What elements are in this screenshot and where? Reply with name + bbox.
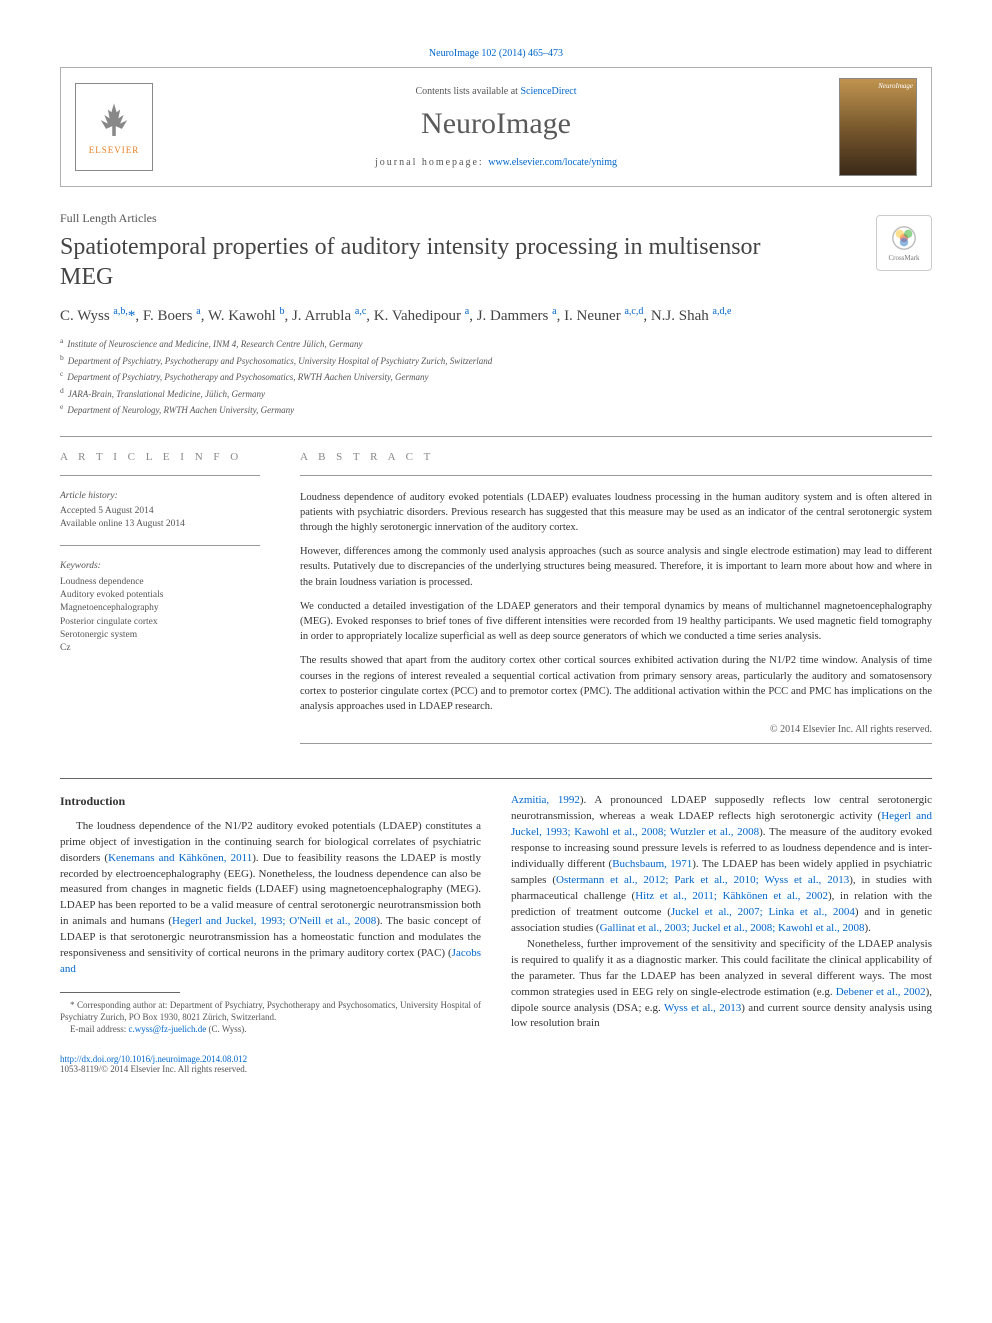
corr-star-icon[interactable]: * <box>128 308 136 324</box>
email-link[interactable]: c.wyss@fz-juelich.de <box>128 1024 206 1034</box>
abstract-p4: The results showed that apart from the a… <box>300 653 932 714</box>
aff-sup: a,d,e <box>713 306 732 317</box>
elsevier-text: ELSEVIER <box>89 145 140 155</box>
citation-link[interactable]: Hegerl and Juckel, 1993; O'Neill et al.,… <box>172 915 376 927</box>
corresponding-footnote: * Corresponding author at: Department of… <box>60 999 481 1023</box>
keyword: Magnetoencephalography <box>60 602 260 615</box>
email-who: (C. Wyss). <box>206 1024 246 1034</box>
keyword: Posterior cingulate cortex <box>60 616 260 629</box>
header-center: Contents lists available at ScienceDirec… <box>167 86 825 168</box>
journal-name: NeuroImage <box>167 107 825 141</box>
affiliation-b: Department of Psychiatry, Psychotherapy … <box>68 356 492 366</box>
history-label: Article history: <box>60 490 260 503</box>
keyword: Loudness dependence <box>60 576 260 589</box>
article-title: Spatiotemporal properties of auditory in… <box>60 232 800 292</box>
citation-link[interactable]: Kenemans and Kähkönen, 2011 <box>108 852 252 864</box>
affiliations: aInstitute of Neuroscience and Medicine,… <box>60 335 932 418</box>
contents-prefix: Contents lists available at <box>415 86 520 97</box>
aff-sup: a <box>465 306 469 317</box>
elsevier-logo[interactable]: ELSEVIER <box>75 83 153 171</box>
citation-link[interactable]: Ostermann et al., 2012; Park et al., 201… <box>556 874 849 886</box>
citation-link[interactable]: Gallinat et al., 2003; Juckel et al., 20… <box>600 922 865 934</box>
aff-sup: a <box>552 306 556 317</box>
homepage-url[interactable]: www.elsevier.com/locate/ynimg <box>488 157 617 168</box>
article-type: Full Length Articles <box>60 211 932 226</box>
journal-cover[interactable]: NeuroImage <box>839 78 917 176</box>
email-footnote: E-mail address: c.wyss@fz-juelich.de (C.… <box>60 1023 481 1035</box>
divider <box>60 475 260 476</box>
abstract-p2: However, differences among the commonly … <box>300 544 932 590</box>
crossmark-text: CrossMark <box>888 254 919 262</box>
article-info: A R T I C L E I N F O Article history: A… <box>60 451 260 759</box>
abstract: A B S T R A C T Loudness dependence of a… <box>300 451 932 759</box>
body-paragraph: The loudness dependence of the N1/P2 aud… <box>60 819 481 978</box>
affiliation-d: JARA-Brain, Translational Medicine, Jüli… <box>68 389 265 399</box>
citation-link[interactable]: Debener et al., 2002 <box>836 986 926 998</box>
keywords-label: Keywords: <box>60 560 260 573</box>
divider <box>300 743 932 744</box>
section-heading: Introduction <box>60 793 481 810</box>
author-list: C. Wyss a,b,*, F. Boers a, W. Kawohl b, … <box>60 306 932 325</box>
abstract-heading: A B S T R A C T <box>300 451 932 463</box>
aff-sup: a,b, <box>113 306 127 317</box>
elsevier-tree-icon <box>92 99 136 143</box>
info-heading: A R T I C L E I N F O <box>60 451 260 463</box>
aff-sup: b <box>279 306 284 317</box>
keyword: Auditory evoked potentials <box>60 589 260 602</box>
footnote-divider <box>60 992 180 993</box>
journal-header: ELSEVIER Contents lists available at Sci… <box>60 67 932 187</box>
affiliation-e: Department of Neurology, RWTH Aachen Uni… <box>67 405 294 415</box>
sciencedirect-link[interactable]: ScienceDirect <box>520 86 576 97</box>
header-citation[interactable]: NeuroImage 102 (2014) 465–473 <box>60 48 932 59</box>
body-paragraph: Nonetheless, further improvement of the … <box>511 937 932 1033</box>
homepage-label: journal homepage: <box>375 157 488 168</box>
affiliation-a: Institute of Neuroscience and Medicine, … <box>67 339 362 349</box>
divider <box>60 545 260 546</box>
affiliation-c: Department of Psychiatry, Psychotherapy … <box>67 372 428 382</box>
divider <box>60 436 932 437</box>
divider <box>60 778 932 779</box>
citation-link[interactable]: Buchsbaum, 1971 <box>612 858 692 870</box>
abstract-p1: Loudness dependence of auditory evoked p… <box>300 490 932 536</box>
keyword: Serotonergic system <box>60 629 260 642</box>
aff-sup: a,c,d <box>624 306 643 317</box>
doi-link[interactable]: http://dx.doi.org/10.1016/j.neuroimage.2… <box>60 1054 932 1064</box>
citation-link[interactable]: Wyss et al., 2013 <box>664 1002 741 1014</box>
email-label: E-mail address: <box>70 1024 128 1034</box>
aff-sup: a <box>196 306 200 317</box>
accepted-date: Accepted 5 August 2014 <box>60 505 260 518</box>
issn-copyright: 1053-8119/© 2014 Elsevier Inc. All right… <box>60 1064 932 1074</box>
body-text: Introduction The loudness dependence of … <box>60 793 932 1035</box>
online-date: Available online 13 August 2014 <box>60 518 260 531</box>
abstract-p3: We conducted a detailed investigation of… <box>300 599 932 645</box>
cover-label: NeuroImage <box>878 82 913 90</box>
keyword: Cz <box>60 642 260 655</box>
body-paragraph: Azmitia, 1992). A pronounced LDAEP suppo… <box>511 793 932 936</box>
aff-sup: a,c <box>355 306 366 317</box>
copyright: © 2014 Elsevier Inc. All rights reserved… <box>300 724 932 735</box>
citation-link[interactable]: Azmitia, 1992 <box>511 794 580 806</box>
divider <box>300 475 932 476</box>
crossmark-icon <box>890 224 918 252</box>
crossmark-badge[interactable]: CrossMark <box>876 215 932 271</box>
citation-link[interactable]: Hitz et al., 2011; Kähkönen et al., 2002 <box>635 890 828 902</box>
page-footer: http://dx.doi.org/10.1016/j.neuroimage.2… <box>60 1054 932 1074</box>
citation-link[interactable]: Juckel et al., 2007; Linka et al., 2004 <box>671 906 855 918</box>
